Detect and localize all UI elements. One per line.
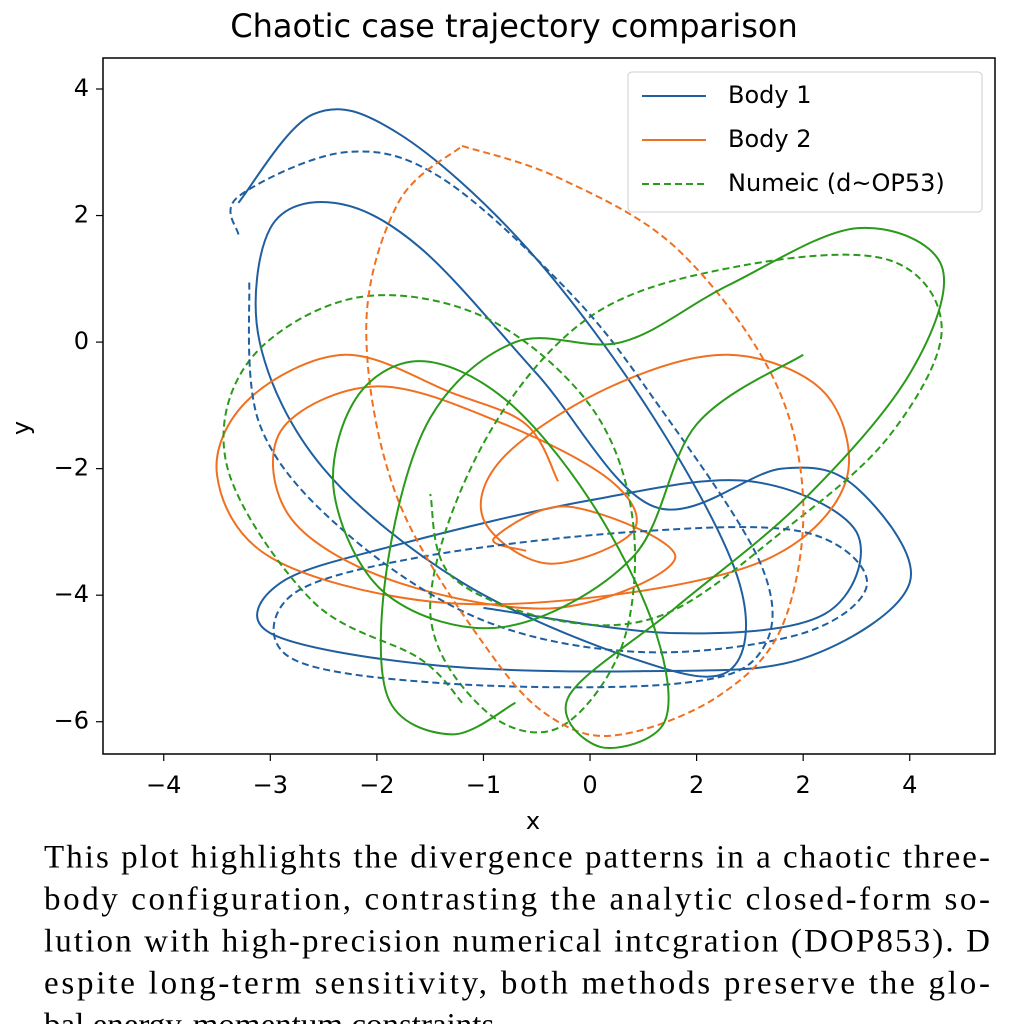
trajectory — [365, 144, 805, 737]
x-tick-label: −3 — [253, 771, 288, 799]
legend-label: Body 2 — [728, 125, 811, 153]
x-tick-label: 2 — [796, 771, 811, 799]
y-tick-label: 2 — [74, 201, 89, 229]
x-tick-label: 0 — [582, 771, 597, 799]
caption-line: body configuration, contrasting the anal… — [44, 882, 990, 918]
x-tick-label: −1 — [466, 771, 501, 799]
trajectory — [229, 150, 869, 689]
x-tick-label: 2 — [689, 771, 704, 799]
x-tick-label: 4 — [902, 771, 917, 799]
caption-line: This plot highlights the divergence patt… — [44, 840, 990, 876]
legend-label: Numeic (d~OP53) — [728, 169, 945, 197]
caption-line: bal energy-momentum constraints. — [44, 1008, 503, 1024]
x-tick-label: −2 — [359, 771, 394, 799]
chart-title: Chaotic case trajectory comparison — [230, 7, 797, 45]
plot-frame — [102, 57, 996, 755]
legend: Body 1 Body 2 Numeic (d~OP53) — [627, 71, 983, 213]
x-tick-label: −4 — [146, 771, 181, 799]
y-tick-label: −4 — [54, 580, 89, 608]
trajectory — [215, 353, 850, 610]
trajectory — [332, 226, 946, 749]
y-tick-label: −6 — [54, 707, 89, 735]
x-axis-label: x — [526, 807, 540, 835]
y-tick-label: 0 — [74, 327, 89, 355]
caption-line: espite long-term sensitivity, both metho… — [44, 966, 990, 1002]
plot-area — [215, 108, 946, 749]
trajectory — [222, 253, 943, 734]
y-tick-label: 4 — [74, 74, 89, 102]
caption-line: lution with high-precision numerical int… — [44, 924, 990, 960]
y-axis-label: y — [7, 421, 35, 435]
legend-box — [627, 71, 983, 213]
caption: This plot highlights the divergence patt… — [44, 840, 990, 1024]
y-tick-label: −2 — [54, 454, 89, 482]
legend-label: Body 1 — [728, 81, 811, 109]
